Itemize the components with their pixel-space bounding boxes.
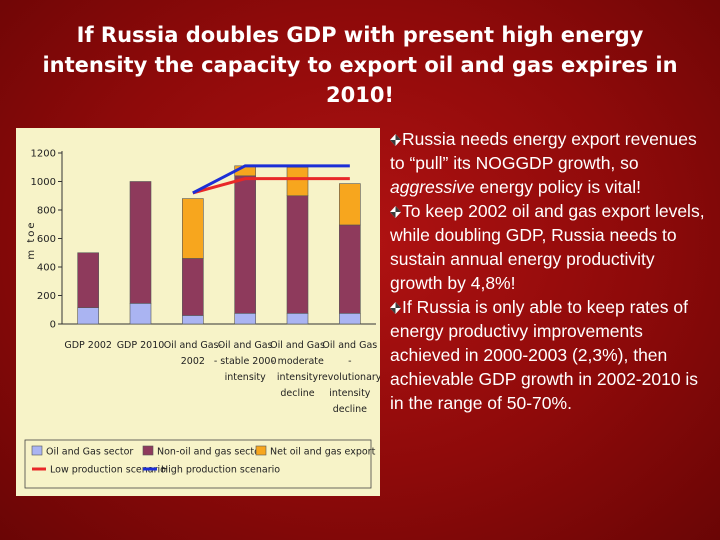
- bar-segment: [77, 307, 99, 325]
- bar-segment: [234, 313, 256, 325]
- category-label: GDP 2010: [117, 340, 165, 351]
- bullet-text: energy policy is vital!: [474, 177, 641, 197]
- category-label: - stable 2000: [214, 356, 277, 367]
- y-tick-label: 1000: [31, 177, 56, 188]
- legend-label: Oil and Gas sector: [46, 447, 133, 458]
- bar-segment: [182, 198, 204, 259]
- category-label: GDP 2002: [64, 340, 112, 351]
- slide-title: If Russia doubles GDP with present high …: [20, 20, 700, 110]
- series-line: [192, 177, 350, 195]
- bar-segment: [182, 315, 204, 325]
- category-label: Oil and Gas-: [164, 340, 222, 351]
- category-label: - moderate: [271, 356, 324, 367]
- bar-segment: [234, 175, 256, 314]
- bar-segment: [286, 166, 309, 197]
- diamond-arrow-icon: [390, 302, 401, 314]
- y-tick-label: 200: [37, 291, 56, 302]
- category-label: intensity: [277, 372, 319, 383]
- legend-swatch: [31, 445, 43, 456]
- y-axis-label: m toe: [26, 220, 37, 259]
- diamond-arrow-icon: [390, 206, 401, 218]
- bar-segment: [339, 313, 361, 325]
- category-label: decline: [333, 404, 367, 415]
- category-label: decline: [280, 388, 314, 399]
- bar-segment: [77, 252, 99, 308]
- category-label: -: [348, 356, 351, 367]
- title-line: If Russia doubles GDP with present high …: [76, 23, 644, 47]
- bullet-text: If Russia is only able to keep rates of …: [390, 297, 699, 413]
- legend-label: Net oil and gas export: [270, 447, 376, 458]
- bar-segment: [339, 224, 361, 314]
- bullet-list: Russia needs energy export revenues to “…: [390, 127, 708, 415]
- category-label: Oil and Gas: [270, 340, 325, 351]
- bullet-text: Russia needs energy export revenues to “…: [390, 129, 697, 173]
- bar-segment: [182, 258, 204, 316]
- bar-segment: [339, 183, 361, 226]
- y-tick-label: 600: [37, 234, 56, 245]
- y-tick-label: 400: [37, 263, 56, 274]
- y-tick-label: 1200: [31, 149, 56, 160]
- bar-segment: [129, 303, 152, 325]
- title-line: 2010!: [325, 83, 395, 107]
- bullet-emphasis: aggressive: [390, 177, 475, 197]
- series-line: [192, 164, 350, 195]
- y-tick-label: 0: [50, 320, 56, 331]
- category-label: revolutionary: [318, 372, 380, 383]
- chart-panel: 0 200 400 600 800 1000 1200 m toe GDP 2002 GDP 20…: [16, 128, 380, 496]
- bullet-item: Russia needs energy export revenues to “…: [390, 127, 708, 199]
- bar-segment: [286, 195, 309, 314]
- category-label: intensity: [225, 372, 267, 383]
- bullet-item: If Russia is only able to keep rates of …: [390, 295, 708, 415]
- category-label: Oil and Gas: [218, 340, 273, 351]
- title-line: intensity the capacity to export oil and…: [42, 53, 678, 77]
- legend-label: High production scenario: [161, 465, 280, 476]
- bar-segment: [129, 181, 152, 304]
- legend: [24, 439, 372, 489]
- legend-label: Non-oil and gas sector: [157, 447, 264, 458]
- legend-swatch: [255, 445, 267, 456]
- bar-segment: [286, 313, 309, 325]
- legend-label: Low production scenario: [50, 465, 166, 476]
- legend-swatch: [142, 445, 154, 456]
- y-tick-label: 800: [37, 206, 56, 217]
- bullet-item: To keep 2002 oil and gas export levels, …: [390, 199, 708, 295]
- category-label: Oil and Gas: [322, 340, 377, 351]
- category-label: intensity: [329, 388, 371, 399]
- energy-chart: 0 200 400 600 800 1000 1200 m toe GDP 2002 GDP 20…: [24, 149, 380, 489]
- diamond-arrow-icon: [390, 134, 401, 146]
- category-label: 2002: [181, 356, 205, 367]
- bullet-text: To keep 2002 oil and gas export levels, …: [390, 201, 705, 293]
